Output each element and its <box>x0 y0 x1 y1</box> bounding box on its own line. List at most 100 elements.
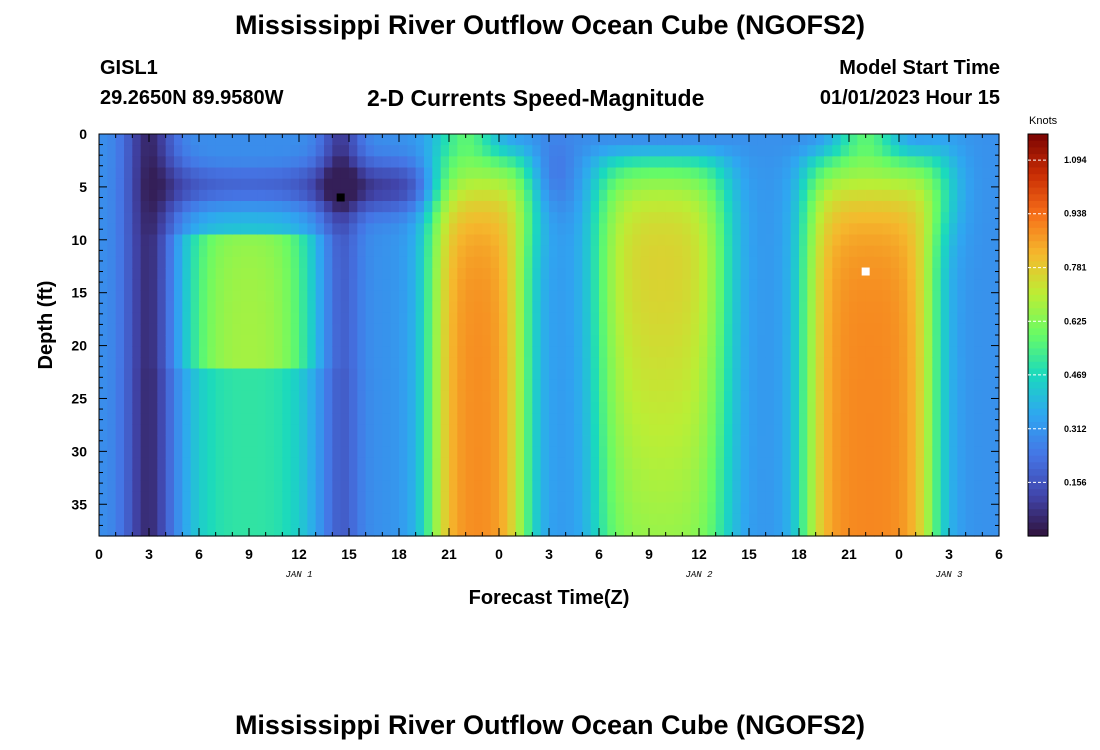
heatmap-cell <box>899 435 908 448</box>
heatmap-cell <box>957 212 967 224</box>
heatmap-cell <box>115 178 125 191</box>
heatmap-cell <box>990 145 1000 157</box>
heatmap-cell <box>407 245 417 258</box>
heatmap-cell <box>857 245 867 258</box>
heatmap-cell <box>165 223 175 236</box>
heatmap-cell <box>649 189 658 202</box>
heatmap-cell <box>165 323 175 336</box>
heatmap-cell <box>265 491 275 504</box>
heatmap-cell <box>957 502 967 515</box>
heatmap-cell <box>199 245 208 258</box>
heatmap-cell <box>582 279 592 291</box>
heatmap-cell <box>774 335 783 347</box>
heatmap-cell <box>782 446 792 459</box>
heatmap-cell <box>165 145 175 157</box>
heatmap-cell <box>515 457 525 470</box>
heatmap-cell <box>657 189 667 202</box>
heatmap-cell <box>215 212 225 224</box>
heatmap-cell <box>882 480 892 492</box>
heatmap-cell <box>274 335 283 347</box>
heatmap-cell <box>165 502 175 515</box>
heatmap-cell <box>157 346 167 358</box>
heatmap-cell <box>124 346 133 358</box>
heatmap-cell <box>824 379 833 392</box>
heatmap-cell <box>149 312 158 325</box>
heatmap-cell <box>865 413 875 425</box>
heatmap-cell <box>582 424 592 437</box>
heatmap-cell <box>657 524 667 537</box>
heatmap-cell <box>240 446 250 459</box>
heatmap-cell <box>515 167 525 180</box>
colorbar-segment <box>1028 422 1048 430</box>
heatmap-cell <box>915 491 925 504</box>
heatmap-cell <box>290 156 300 169</box>
heatmap-cell <box>524 212 533 224</box>
heatmap-cell <box>882 513 892 526</box>
heatmap-cell <box>482 290 492 303</box>
heatmap-cell <box>207 323 217 336</box>
heatmap-cell <box>115 346 125 358</box>
heatmap-cell <box>440 457 450 470</box>
heatmap-cell <box>815 167 825 180</box>
heatmap-cell <box>340 268 350 280</box>
heatmap-cell <box>957 245 967 258</box>
heatmap-cell <box>932 178 942 191</box>
heatmap-cell <box>124 368 133 381</box>
heatmap-cell <box>249 435 258 448</box>
heatmap-cell <box>915 167 925 180</box>
heatmap-cell <box>757 435 767 448</box>
heatmap-cell <box>357 424 367 437</box>
heatmap-cell <box>849 513 858 526</box>
heatmap-cell <box>224 268 233 280</box>
heatmap-cell <box>540 145 550 157</box>
heatmap-cell <box>974 368 983 381</box>
heatmap-cell <box>982 424 992 437</box>
colorbar-tick-label: 0.156 <box>1064 477 1087 487</box>
heatmap-cell <box>840 357 850 370</box>
heatmap-cell <box>907 469 917 481</box>
heatmap-cell <box>790 245 800 258</box>
heatmap-cell <box>265 245 275 258</box>
heatmap-cell <box>674 335 683 347</box>
heatmap-cell <box>140 189 150 202</box>
heatmap-cell <box>440 323 450 336</box>
heatmap-cell <box>632 368 642 381</box>
heatmap-cell <box>807 335 817 347</box>
heatmap-cell <box>574 234 583 247</box>
heatmap-cell <box>557 178 567 191</box>
heatmap-cell <box>574 279 583 291</box>
heatmap-cell <box>174 346 183 358</box>
heatmap-cell <box>232 457 242 470</box>
heatmap-cell <box>115 524 125 537</box>
heatmap-cell <box>640 346 650 358</box>
heatmap-cell <box>732 357 742 370</box>
heatmap-cell <box>149 167 158 180</box>
heatmap-cell <box>282 279 292 291</box>
heatmap-cell <box>632 189 642 202</box>
heatmap-cell <box>540 502 550 515</box>
heatmap-cell <box>232 234 242 247</box>
heatmap-cell <box>640 156 650 169</box>
heatmap-cell <box>757 256 767 269</box>
heatmap-cell <box>199 524 208 537</box>
heatmap-cell <box>449 513 458 526</box>
heatmap-cell <box>182 256 192 269</box>
heatmap-cell <box>465 279 475 291</box>
heatmap-cell <box>640 457 650 470</box>
heatmap-cell <box>240 469 250 481</box>
heatmap-cell <box>640 167 650 180</box>
heatmap-cell <box>715 301 725 314</box>
heatmap-cell <box>874 368 883 381</box>
heatmap-cell <box>165 413 175 425</box>
heatmap-cell <box>932 335 942 347</box>
heatmap-cell <box>657 323 667 336</box>
heatmap-cell <box>174 145 183 157</box>
heatmap-cell <box>690 368 700 381</box>
heatmap-cell <box>224 312 233 325</box>
heatmap-cell <box>832 424 842 437</box>
heatmap-cell <box>974 335 983 347</box>
heatmap-cell <box>849 189 858 202</box>
heatmap-cell <box>449 234 458 247</box>
heatmap-cell <box>499 424 508 437</box>
heatmap-cell <box>182 234 192 247</box>
